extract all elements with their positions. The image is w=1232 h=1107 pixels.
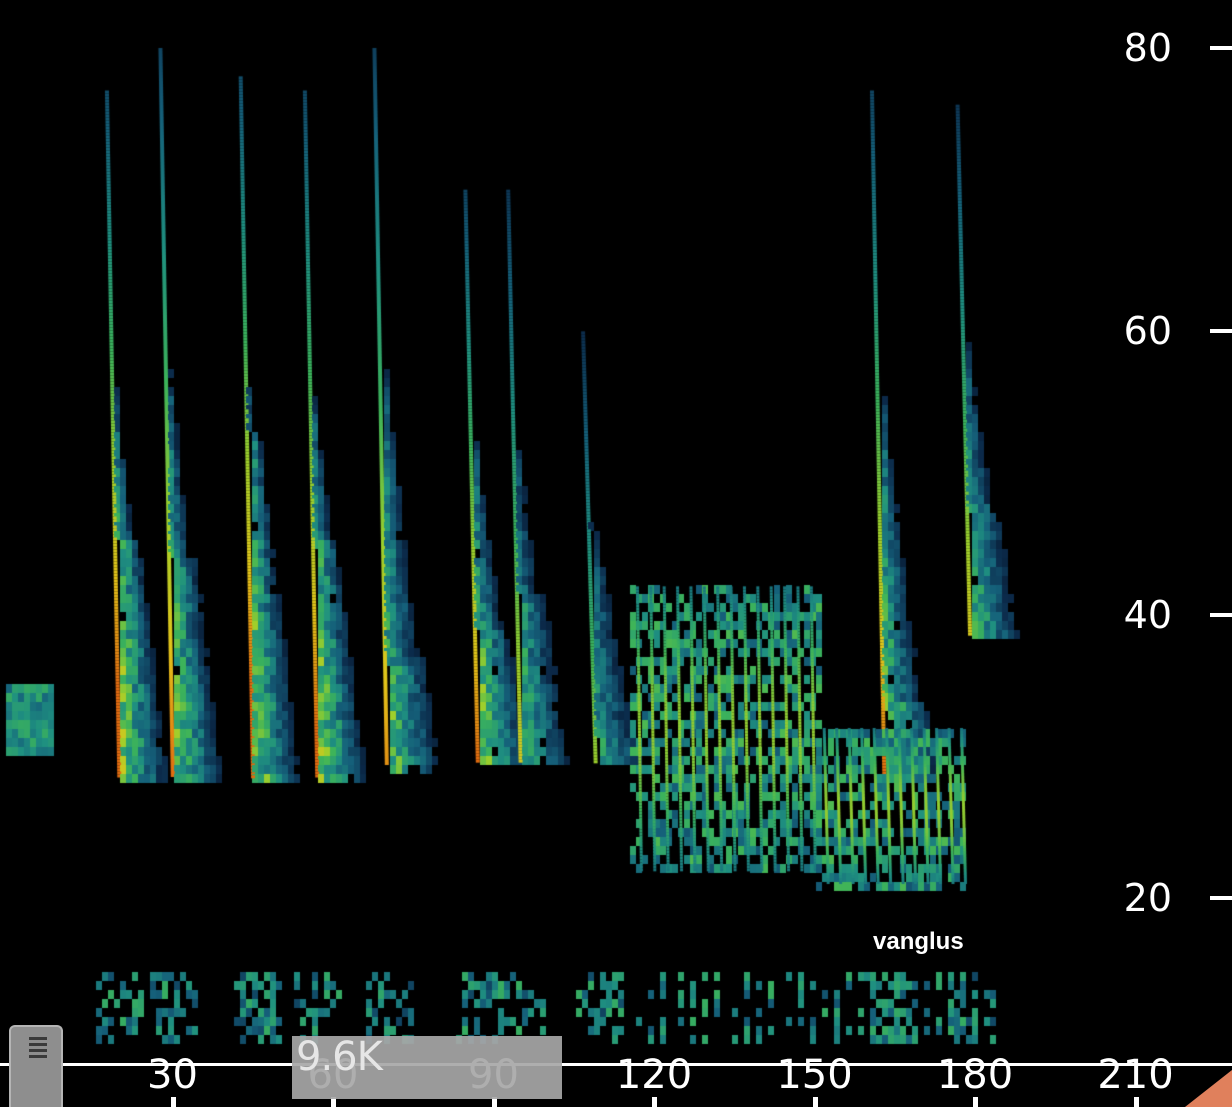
x-tick-mark (812, 1097, 818, 1107)
value-label-box (292, 1036, 562, 1099)
x-tick-mark (973, 1097, 978, 1107)
x-tick-mark (1133, 1097, 1139, 1107)
y-tick-label: 20 (1123, 876, 1172, 920)
x-tick-label: 120 (615, 1052, 693, 1098)
x-tick-label: 210 (1097, 1052, 1174, 1098)
drag-handle-icon[interactable] (9, 1025, 63, 1107)
y-tick-label: 80 (1123, 26, 1172, 70)
value-label-text: 9.6K (296, 1034, 383, 1080)
y-tick-mark (1210, 329, 1232, 334)
x-tick-mark (491, 1097, 497, 1107)
y-tick-label: 60 (1123, 309, 1172, 354)
x-tick-label: 180 (936, 1052, 1014, 1098)
x-axis-line (0, 1063, 1232, 1066)
orange-corner-shape[interactable] (1177, 1052, 1232, 1107)
x-tick-mark (170, 1097, 176, 1107)
x-tick-label: 30 (147, 1052, 198, 1098)
species-annotation: vanglus (873, 928, 964, 955)
y-tick-mark (1210, 46, 1232, 50)
y-tick-mark (1210, 896, 1232, 900)
x-tick-mark (331, 1097, 336, 1107)
y-tick-mark (1210, 612, 1232, 617)
x-tick-mark (652, 1097, 657, 1107)
y-tick-label: 40 (1123, 592, 1172, 637)
x-tick-label: 150 (776, 1052, 853, 1098)
